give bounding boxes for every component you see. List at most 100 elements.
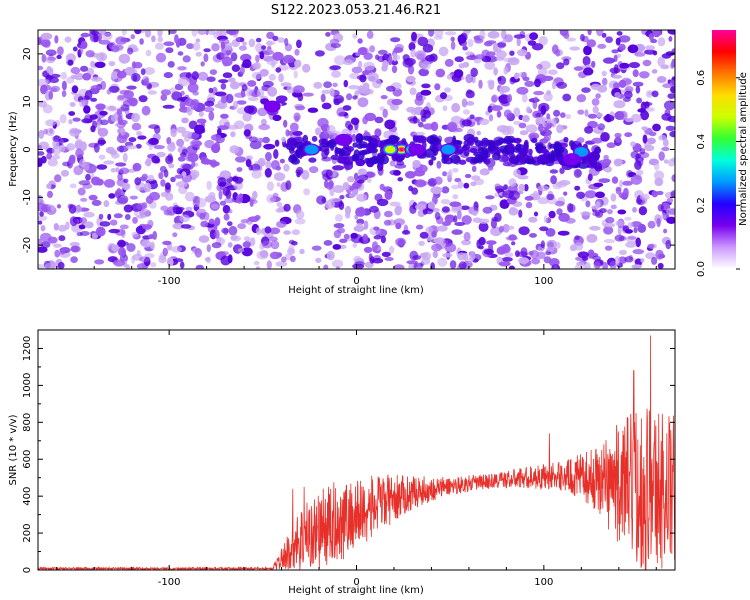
spectrogram-cell <box>132 164 139 171</box>
spectrogram-cell <box>38 162 43 167</box>
spectrogram-cell <box>329 88 335 97</box>
spectrogram-cell <box>651 190 658 198</box>
spectrogram-cell <box>613 158 623 167</box>
spectrogram-cell <box>203 48 211 53</box>
spectrogram-cell <box>97 32 102 42</box>
spectrogram-cell <box>519 130 529 136</box>
spectrogram-cell <box>184 191 195 202</box>
spectrogram-cell <box>358 206 365 215</box>
spectrogram-cell <box>358 60 363 69</box>
spectrogram-cell <box>136 131 143 136</box>
spectrogram-cell <box>623 187 629 198</box>
spectrogram-cell <box>668 36 673 42</box>
spectrogram-cell <box>197 208 206 213</box>
spectrogram-band-cell <box>378 154 389 165</box>
spectrogram-cell <box>463 182 470 189</box>
spectrogram-cell <box>273 149 279 159</box>
spectrogram-cell <box>595 209 604 218</box>
spectrogram-cell <box>514 72 520 80</box>
spectrogram-cell <box>135 143 142 149</box>
spectrogram-cell <box>41 34 52 41</box>
spectrogram-cell <box>556 208 563 216</box>
spectrogram-cell <box>68 156 76 165</box>
spectrogram-cell <box>389 160 396 167</box>
spectrogram-cell <box>613 64 619 75</box>
spectrogram-cell <box>251 169 262 179</box>
spectrogram-cell <box>198 111 204 117</box>
spectrogram-cell <box>517 175 529 180</box>
spectrogram-cell <box>230 52 238 62</box>
spectrogram-cell <box>391 65 398 74</box>
spectrogram-cell <box>323 240 333 246</box>
spectrogram-cell <box>573 66 584 71</box>
spectrogram-cell <box>323 81 332 89</box>
spectrogram-cell <box>57 261 65 269</box>
spectrogram-cell <box>413 115 418 124</box>
spectrogram-cell <box>57 224 67 232</box>
spectrogram-cell <box>342 182 350 191</box>
spectrogram-cell <box>299 248 305 255</box>
spectrogram-cell <box>140 68 146 76</box>
spectrogram-cell <box>219 200 227 206</box>
spectrogram-cell <box>296 166 304 175</box>
spectrogram-cell <box>369 205 379 213</box>
spectrogram-cell <box>40 84 48 95</box>
spectrogram-cell <box>138 95 148 103</box>
spectrogram-cell <box>384 210 393 218</box>
spectrogram-cell <box>297 92 304 102</box>
spectrogram-cell <box>243 105 255 114</box>
spectrogram-cell <box>437 257 448 267</box>
spectrogram-cell <box>595 93 601 99</box>
spectrogram-cell <box>434 83 441 91</box>
spectrogram-cell <box>606 142 616 149</box>
spectrogram-cell <box>634 160 642 170</box>
spectrogram-cell <box>454 222 466 226</box>
spectrogram-cell <box>302 63 311 73</box>
spectrogram-cell <box>255 266 261 269</box>
spectrogram-cell <box>148 144 153 151</box>
spectrogram-cell <box>210 134 222 141</box>
spectrogram-cell <box>669 130 675 138</box>
spectrogram-cell <box>494 192 499 197</box>
spectrogram-cell <box>261 240 273 249</box>
spectrogram-cell <box>646 137 657 145</box>
spectrogram-cell <box>565 114 572 120</box>
spectrogram-cell <box>123 204 134 213</box>
spectrogram-cell <box>422 251 432 261</box>
spectrogram-band-cell <box>352 142 359 148</box>
spectrogram-band-cell <box>324 148 330 156</box>
spectrogram-cell <box>476 239 481 249</box>
spectrogram-cell <box>479 168 490 176</box>
spectrogram-cell <box>338 201 345 210</box>
spectrogram-cell <box>484 61 496 70</box>
spectrogram-band-cell <box>483 149 489 159</box>
spectrogram-cell <box>546 113 551 120</box>
x-tick-label: 100 <box>534 276 553 287</box>
spectrogram-cell <box>191 71 199 80</box>
spectrogram-cell <box>488 80 495 90</box>
spectrogram-hotspot <box>441 144 456 155</box>
spectrogram-cell <box>538 123 544 132</box>
spectrogram-cell <box>531 257 541 265</box>
spectrogram-cell <box>546 193 555 201</box>
spectrogram-cell <box>272 114 282 122</box>
spectrogram-cell <box>614 92 621 98</box>
spectrogram-cell <box>425 54 435 62</box>
spectrogram-cell <box>487 31 500 39</box>
spectrogram-cell <box>498 225 504 233</box>
snr-x-axis-label: Height of straight line (km) <box>288 585 424 596</box>
spectrogram-cell <box>130 72 141 82</box>
spectrogram-cell <box>208 111 215 121</box>
y-tick-label: 200 <box>22 524 33 543</box>
spectrogram-cell <box>283 119 288 128</box>
spectrogram-cell <box>148 234 155 240</box>
spectrogram-band-cell <box>583 154 596 165</box>
spectrogram-band-cell <box>338 148 346 157</box>
spectrogram-cell <box>534 78 541 88</box>
spectrogram-cell <box>457 34 467 44</box>
spectrogram-cell <box>652 123 661 132</box>
spectrogram-cell <box>478 79 483 89</box>
spectrogram-cell <box>177 51 184 56</box>
spectrogram-cell <box>45 127 55 137</box>
spectrogram-cell <box>671 58 675 68</box>
